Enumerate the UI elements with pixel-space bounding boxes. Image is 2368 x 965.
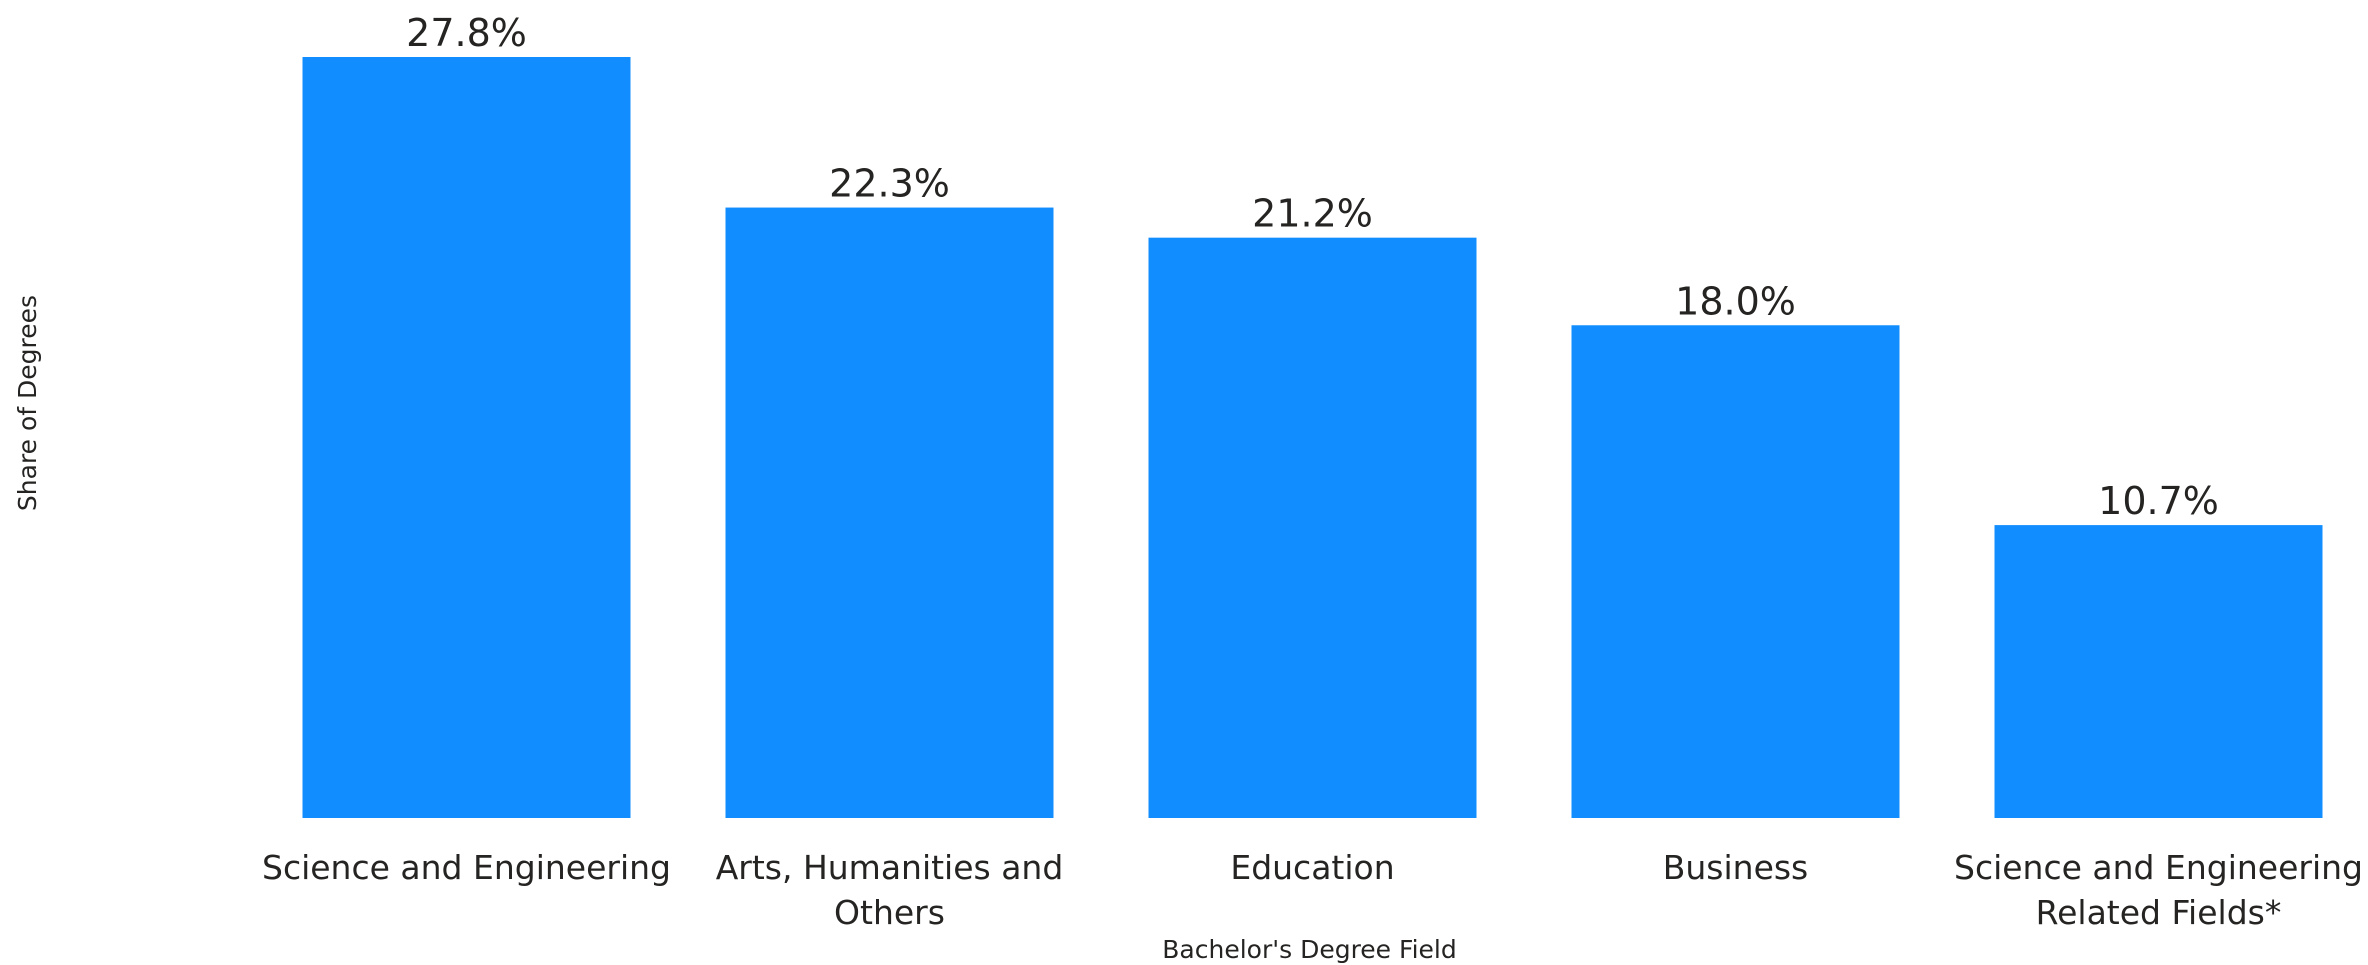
x-tick-label-3: Education: [1230, 848, 1394, 887]
x-tick-label-1: Science and Engineering: [262, 848, 671, 887]
value-label-3: 21.2%: [1252, 192, 1373, 236]
y-axis-title: Share of Degrees: [13, 295, 42, 511]
x-tick-label-5: Science and Engineering Related Fields*: [1954, 848, 2363, 932]
value-label-4: 18.0%: [1675, 279, 1796, 323]
bar-2[interactable]: [725, 207, 1054, 818]
bar-5[interactable]: [1994, 525, 2323, 818]
value-label-2: 22.3%: [829, 162, 950, 206]
bar-1[interactable]: [302, 57, 631, 818]
x-tick-label-4: Business: [1663, 848, 1809, 887]
bar-3[interactable]: [1148, 237, 1477, 818]
x-tick-label-2: Arts, Humanities and Others: [716, 848, 1064, 932]
value-label-1: 27.8%: [406, 11, 527, 55]
x-axis-title: Bachelor's Degree Field: [1162, 935, 1456, 964]
bars-group: [302, 57, 2323, 818]
value-labels-group: 27.8% 22.3% 21.2% 18.0% 10.7%: [406, 11, 2219, 523]
x-axis-ticks-group: Science and Engineering Arts, Humanities …: [262, 848, 2363, 932]
value-label-5: 10.7%: [2098, 479, 2219, 523]
bar-4[interactable]: [1571, 325, 1900, 818]
